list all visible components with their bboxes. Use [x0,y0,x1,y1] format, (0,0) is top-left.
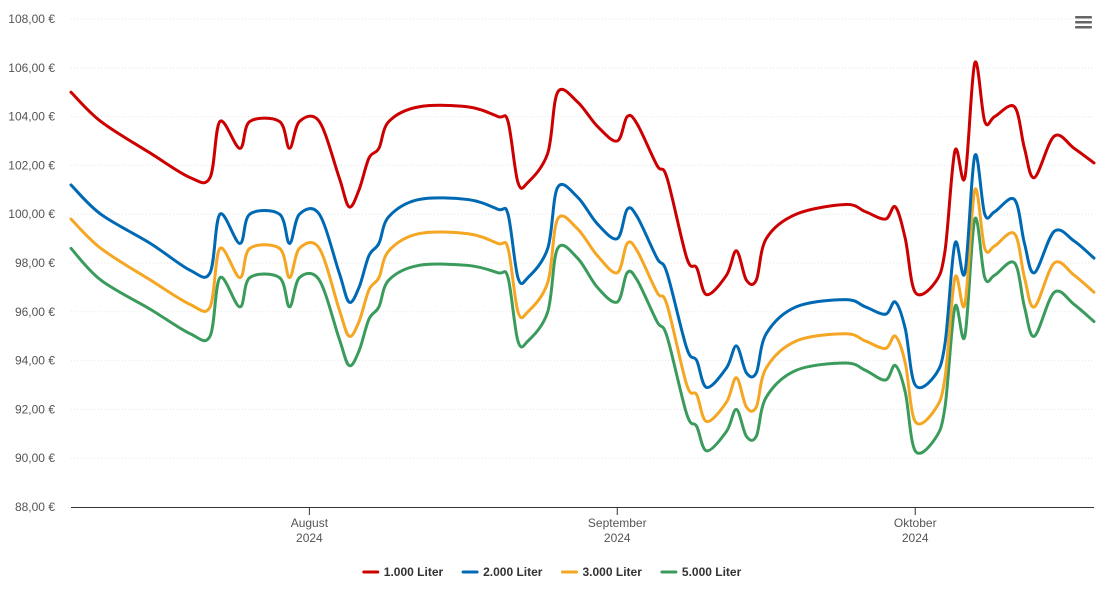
y-tick-label: 90,00 € [15,451,55,465]
y-tick-label: 106,00 € [8,61,55,75]
legend: 1.000 Liter 2.000 Liter 3.000 Liter 5.000 L… [362,565,742,579]
x-tick-year: 2024 [902,531,929,545]
series-line-2-000-liter[interactable] [69,153,1096,390]
series-lines [69,60,1096,455]
legend-item[interactable]: 3.000 Liter [561,565,643,579]
y-tick-label: 102,00 € [8,158,55,172]
x-tick-year: 2024 [604,531,631,545]
legend-item[interactable]: 2.000 Liter [461,565,543,579]
x-tick-month: September [588,516,647,530]
y-tick-label: 98,00 € [15,256,55,270]
y-tick-label: 104,00 € [8,110,55,124]
y-tick-label: 96,00 € [15,305,55,319]
hamburger-menu-icon [1075,16,1092,29]
legend-item[interactable]: 5.000 Liter [660,565,742,579]
y-tick-label: 88,00 € [15,500,55,514]
legend-item[interactable]: 1.000 Liter [362,565,444,579]
gridlines [71,18,1094,459]
y-tick-label: 100,00 € [8,207,55,221]
x-tick-month: Oktober [894,516,937,530]
y-tick-label: 108,00 € [8,12,55,26]
y-tick-label: 92,00 € [15,402,55,416]
x-tick-year: 2024 [296,531,323,545]
y-tick-label: 94,00 € [15,354,55,368]
legend-label: 5.000 Liter [682,565,742,579]
y-axis: 88,00 € 90,00 € 92,00 € 94,00 € 96,00 € 98,00… [8,12,55,514]
legend-label: 2.000 Liter [483,565,543,579]
series-line-3-000-liter[interactable] [69,187,1096,426]
series-line-5-000-liter[interactable] [69,216,1096,455]
legend-label: 3.000 Liter [583,565,643,579]
context-menu-button[interactable] [1069,10,1097,34]
legend-label: 1.000 Liter [384,565,444,579]
x-tick-month: August [291,516,329,530]
series-line-1-000-liter[interactable] [69,60,1096,297]
